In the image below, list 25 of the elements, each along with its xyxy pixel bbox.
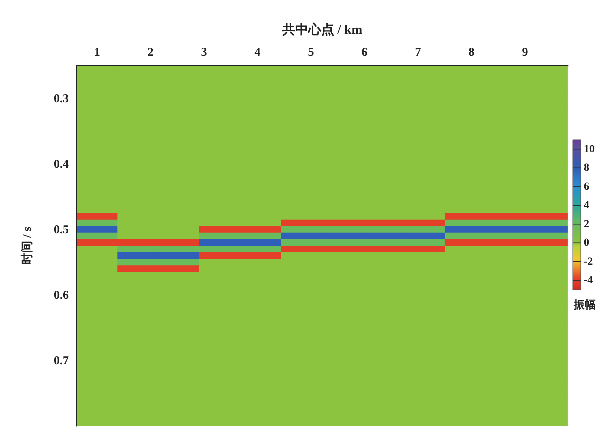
y-tick-label: 0.7 [54, 354, 69, 368]
x-tick-label: 1 [94, 45, 100, 59]
x-tick-label: 9 [522, 45, 528, 59]
x-tick-label: 5 [308, 45, 314, 59]
x-axis-title: 共中心点 / km [281, 22, 363, 37]
color-bar-label: 6 [584, 180, 590, 193]
x-tick-label: 4 [254, 45, 261, 59]
y-tick-label: 0.3 [54, 92, 69, 106]
x-tick-label: 8 [468, 45, 475, 59]
y-tick-label: 0.6 [54, 288, 69, 302]
x-tick-label: 3 [201, 45, 208, 59]
color-bar-label: 10 [584, 143, 596, 156]
y-axis-title: 时间 / s [20, 226, 34, 266]
color-bar-label: 0 [584, 237, 590, 250]
y-tick-label: 0.5 [54, 222, 69, 237]
color-bar-label: 2 [584, 218, 590, 230]
color-bar-title: 振幅 [573, 298, 596, 312]
y-tick-label: 0.4 [54, 157, 69, 172]
x-tick-label: 6 [362, 45, 368, 59]
color-bar-label: 4 [584, 200, 590, 212]
x-tick-label: 2 [148, 45, 154, 59]
color-bar-label: -2 [584, 256, 594, 268]
x-tick-label: 7 [415, 45, 422, 59]
color-bar-label: 8 [584, 162, 590, 174]
color-bar-label: -4 [584, 274, 594, 287]
